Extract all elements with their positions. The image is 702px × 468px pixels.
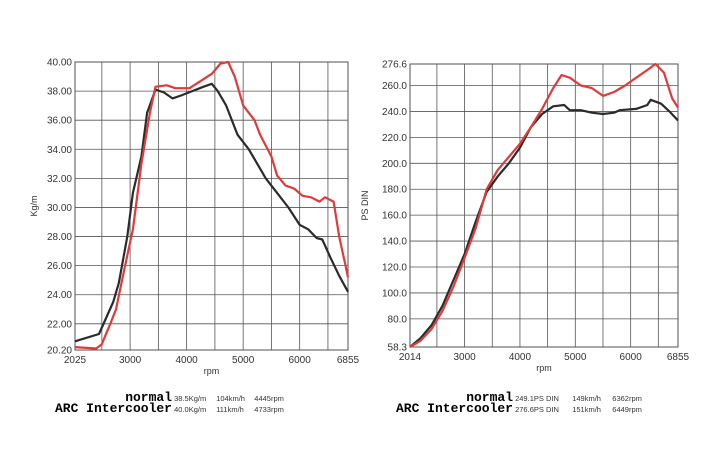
y-tick-label: 22.00 xyxy=(47,319,72,330)
chart-0: 20.20 22.00 24.00 26.00 28.00 30.00 32.00 34.00… xyxy=(29,58,360,377)
legend-value: 104km/h xyxy=(216,394,245,403)
series-line-arc-intercooler xyxy=(74,60,350,350)
x-tick-label: 6855 xyxy=(667,352,690,363)
legend-name: normal xyxy=(125,390,172,405)
x-tick-label: 5000 xyxy=(564,352,587,363)
x-tick-label: 6855 xyxy=(337,355,360,366)
y-axis-label: PS DIN xyxy=(360,190,370,220)
x-tick-label: 3000 xyxy=(453,352,476,363)
y-tick-label: 32.00 xyxy=(47,174,72,185)
y-tick-label: 260.0 xyxy=(382,81,407,92)
y-tick-label: 38.00 xyxy=(47,87,72,98)
legend-value: 149km/h xyxy=(572,394,601,403)
x-axis-label: rpm xyxy=(536,363,552,373)
x-axis-label: rpm xyxy=(204,366,220,376)
plot-area xyxy=(74,61,349,351)
y-tick-label: 36.00 xyxy=(47,116,72,127)
y-tick-label: 180.0 xyxy=(382,185,407,196)
legend-value: 6449rpm xyxy=(612,405,642,414)
series-line-normal xyxy=(74,82,349,343)
y-tick-label: 220.0 xyxy=(382,133,407,144)
y-tick-label: 28.00 xyxy=(47,232,72,243)
y-tick-label: 120.0 xyxy=(382,263,407,274)
y-tick-label: 58.3 xyxy=(388,343,408,354)
y-tick-label: 30.00 xyxy=(47,203,72,214)
y-tick-label: 100.0 xyxy=(382,288,407,299)
chart-1: 58.3 80.0 100.0 120.0 140.0 160.0 180.0 200.0 22… xyxy=(360,60,690,374)
legend-value: 4445rpm xyxy=(254,394,284,403)
legend-value: 38.5Kg/m xyxy=(174,394,207,403)
y-axis-label: Kg/m xyxy=(29,195,39,216)
y-tick-label: 34.00 xyxy=(47,145,72,156)
y-tick-label: 40.00 xyxy=(47,58,72,69)
x-tick-label: 4000 xyxy=(509,352,532,363)
legend-power: normal 249.1PS DIN 149km/h 6362rpm ARC I… xyxy=(381,390,642,416)
legend-name: ARC Intercooler xyxy=(54,401,172,416)
x-tick-label: 6000 xyxy=(289,355,312,366)
y-tick-label: 200.0 xyxy=(382,159,407,170)
x-tick-label: 3000 xyxy=(119,355,142,366)
legend-value: 4733rpm xyxy=(254,405,284,414)
legend-value: 249.1PS DIN xyxy=(515,394,559,403)
y-tick-label: 20.20 xyxy=(47,346,72,357)
series-line-arc-intercooler xyxy=(409,62,679,348)
y-tick-label: 80.0 xyxy=(388,314,408,325)
y-tick-label: 160.0 xyxy=(382,211,407,222)
y-tick-label: 26.00 xyxy=(47,261,72,272)
legend-value: 6362rpm xyxy=(612,394,642,403)
y-tick-label: 276.6 xyxy=(382,60,407,71)
legend-value: 111km/h xyxy=(216,405,244,414)
legend-value: 40.0Kg/m xyxy=(174,405,207,414)
x-tick-label: 2014 xyxy=(399,352,422,363)
series-line-normal xyxy=(409,98,679,348)
legend-name: ARC Intercooler xyxy=(395,401,513,416)
x-tick-label: 2025 xyxy=(64,355,87,366)
legend-torque: normal 38.5Kg/m 104km/h 4445rpm ARC Inte… xyxy=(40,390,284,416)
x-tick-label: 5000 xyxy=(232,355,255,366)
y-tick-label: 24.00 xyxy=(47,290,72,301)
legend-name: normal xyxy=(466,390,513,405)
y-tick-label: 140.0 xyxy=(382,237,407,248)
x-tick-label: 4000 xyxy=(176,355,199,366)
legend-value: 151km/h xyxy=(572,405,601,414)
legend-value: 276.6PS DIN xyxy=(515,405,559,414)
x-tick-label: 6000 xyxy=(620,352,643,363)
y-tick-label: 240.0 xyxy=(382,107,407,118)
